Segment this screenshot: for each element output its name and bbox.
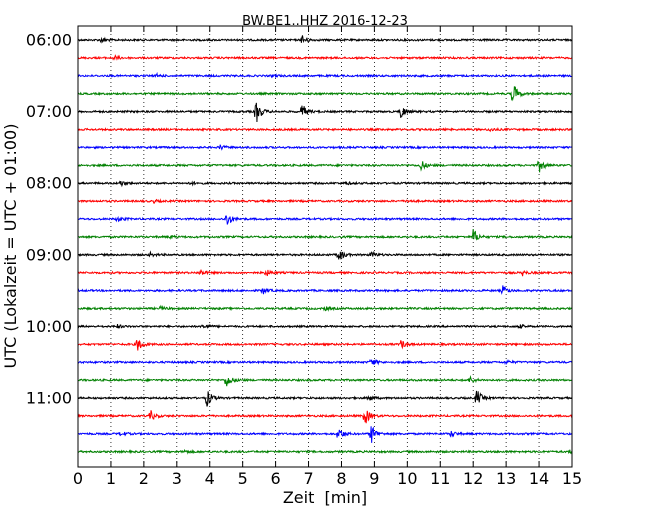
chart-title: BW.BE1..HHZ 2016-12-23 bbox=[242, 14, 408, 29]
trace-11:00 bbox=[77, 390, 573, 407]
x-tick-label: 8 bbox=[336, 469, 346, 488]
x-tick-label: 13 bbox=[496, 469, 516, 488]
trace-10:45 bbox=[77, 374, 573, 387]
x-axis-label: Zeit [min] bbox=[283, 488, 367, 507]
plot-frame bbox=[77, 25, 573, 468]
trace-06:30 bbox=[77, 71, 573, 79]
x-tick-label: 11 bbox=[430, 469, 450, 488]
y-axis-ticks: 06:00 07:00 08:00 09:00 10:00 11:00 bbox=[26, 31, 572, 408]
y-tick-label: 11:00 bbox=[26, 389, 72, 408]
grid-lines bbox=[78, 26, 572, 467]
trace-07:00 bbox=[77, 102, 573, 123]
x-tick-label: 10 bbox=[397, 469, 417, 488]
x-axis-ticks: 0 1 2 3 4 5 6 7 8 9 10 11 12 13 14 15 bbox=[73, 26, 582, 488]
trace-10:30 bbox=[77, 358, 573, 366]
x-tick-label: 9 bbox=[369, 469, 379, 488]
x-tick-label: 4 bbox=[205, 469, 215, 488]
trace-11:15 bbox=[77, 410, 573, 424]
x-tick-label: 5 bbox=[238, 469, 248, 488]
y-tick-label: 09:00 bbox=[26, 245, 72, 264]
trace-06:00 bbox=[77, 35, 573, 44]
trace-09:30 bbox=[77, 285, 573, 295]
x-tick-label: 15 bbox=[562, 469, 582, 488]
y-axis-label: UTC (Lokalzeit = UTC + 01:00) bbox=[1, 124, 20, 369]
trace-06:15 bbox=[77, 54, 573, 61]
x-tick-label: 12 bbox=[463, 469, 483, 488]
trace-06:45 bbox=[77, 86, 573, 102]
trace-09:15 bbox=[77, 269, 573, 277]
trace-11:45 bbox=[77, 448, 573, 455]
x-tick-label: 7 bbox=[303, 469, 313, 488]
x-tick-label: 2 bbox=[139, 469, 149, 488]
x-tick-label: 3 bbox=[172, 469, 182, 488]
x-tick-label: 14 bbox=[529, 469, 549, 488]
y-tick-label: 10:00 bbox=[26, 317, 72, 336]
trace-10:15 bbox=[77, 339, 573, 351]
x-tick-label: 6 bbox=[271, 469, 281, 488]
trace-09:00 bbox=[77, 250, 573, 260]
y-tick-label: 08:00 bbox=[26, 174, 72, 193]
trace-07:30 bbox=[77, 144, 573, 151]
y-tick-label: 06:00 bbox=[26, 31, 72, 50]
trace-08:45 bbox=[77, 229, 573, 241]
trace-07:45 bbox=[77, 160, 573, 173]
trace-08:15 bbox=[77, 198, 573, 204]
trace-07:15 bbox=[77, 126, 573, 133]
trace-10:00 bbox=[77, 323, 573, 330]
trace-08:30 bbox=[77, 215, 573, 225]
y-tick-label: 07:00 bbox=[26, 102, 72, 121]
x-tick-label: 0 bbox=[73, 469, 83, 488]
trace-08:00 bbox=[77, 180, 573, 188]
trace-09:45 bbox=[77, 304, 573, 312]
trace-group bbox=[77, 35, 573, 455]
x-tick-label: 1 bbox=[106, 469, 116, 488]
trace-11:30 bbox=[77, 426, 573, 443]
